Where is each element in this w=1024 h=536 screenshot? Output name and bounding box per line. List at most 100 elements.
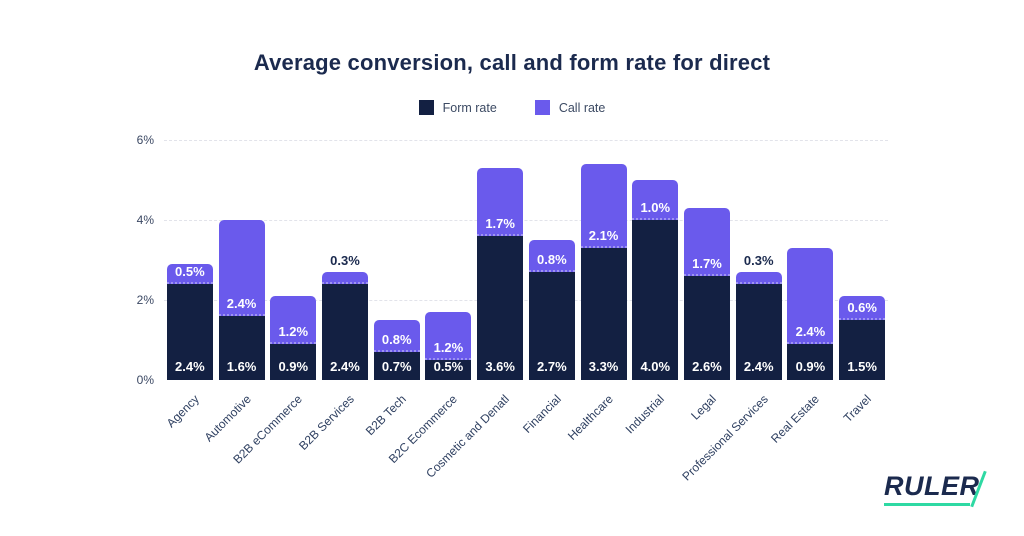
legend-label: Call rate [558,100,606,115]
form-rate-value-label: 2.7% [537,359,567,374]
bar-group-financial: 0.8% 2.7% [528,240,575,380]
call-rate-value-label: 0.3% [743,253,774,268]
form-rate-segment [787,344,834,380]
call-rate-segment [425,312,472,360]
form-rate-value-label: 1.5% [847,359,877,374]
gridline [164,300,888,301]
call-rate-value-label: 1.7% [485,216,515,231]
gridline [164,140,888,141]
form-rate-segment [684,276,730,380]
form-rate-segment [373,352,420,380]
form-rate-value-label: 0.9% [278,359,309,374]
form-rate-value-label: 4.0% [640,359,671,374]
bar-group-b2b-tech: 0.8% 0.7% [373,320,420,380]
call-rate-value-label: 1.2% [433,340,464,355]
form-rate-segment [425,360,472,380]
call-rate-segment [735,272,782,284]
call-rate-value-label: 0.8% [381,332,412,347]
bar-group-automotive: 2.4% 1.6% [218,220,265,380]
ruler-logo-underline [884,503,970,506]
call-rate-segment [166,264,213,284]
x-axis-category-label: Professional Services [679,392,771,484]
form-rate-segment [632,220,679,380]
legend: Form rate Call rate [0,100,1024,115]
call-rate-segment [839,296,886,320]
y-axis-tick-label: 4% [136,213,154,227]
gridline [164,220,888,221]
legend-item-form-rate: Form rate [418,100,497,115]
form-rate-segment [218,316,265,380]
form-rate-segment [528,272,575,380]
call-rate-swatch [534,100,550,115]
form-rate-value-label: 1.6% [226,359,257,374]
x-axis-category-label: Travel [840,392,875,426]
form-rate-value-label: 3.6% [485,359,515,374]
call-rate-value-label: 0.3% [330,253,360,268]
form-rate-segment [477,236,524,380]
x-axis-category-label: B2B Tech [362,392,409,439]
legend-label: Form rate [442,100,497,115]
form-rate-segment [166,284,213,380]
form-rate-value-label: 2.4% [175,359,205,374]
form-rate-segment [839,320,886,380]
bar-group-agency: 0.5% 2.4% [166,264,213,380]
call-rate-value-label: 0.8% [537,252,567,267]
bar-group-industrial: 1.0% 4.0% [632,180,679,380]
bar-group-b2b-ecommerce: 1.2% 0.9% [270,296,317,380]
y-axis-tick-label: 2% [136,293,154,307]
call-rate-value-label: 1.0% [640,200,671,215]
form-rate-value-label: 3.3% [588,359,619,374]
call-rate-value-label: 2.4% [795,324,826,339]
call-rate-value-label: 2.4% [226,296,257,311]
form-rate-segment [270,344,317,380]
call-rate-segment [528,240,575,272]
bar-group-legal: 1.7% 2.6% [684,208,730,380]
call-rate-value-label: 0.5% [175,264,205,279]
ruler-logo-text: RULER [884,471,980,501]
form-rate-value-label: 0.7% [381,359,412,374]
x-axis-category-label: Legal [688,392,719,423]
form-rate-segment [322,284,368,380]
call-rate-segment [632,180,679,220]
form-rate-value-label: 2.4% [330,359,360,374]
y-axis-tick-label: 6% [136,133,154,147]
form-rate-value-label: 2.6% [692,359,722,374]
bar-group-real-estate: 2.4% 0.9% [787,248,834,380]
call-rate-value-label: 1.7% [692,256,722,271]
x-axis-category-label: Real Estate [768,392,823,446]
ruler-logo: RULER [884,470,987,508]
form-rate-swatch [418,100,434,115]
call-rate-value-label: 1.2% [278,324,309,339]
plot-area: 0% 2% 4% 6% 0.5% 2.4% Agency 2.4% 1.6% Automotive… [137,133,888,483]
x-axis-category-label: Agency [163,392,202,431]
call-rate-segment [580,164,627,248]
form-rate-segment [580,248,627,380]
call-rate-segment [322,272,368,284]
call-rate-value-label: 0.6% [847,300,877,315]
call-rate-segment [477,168,524,236]
legend-item-call-rate: Call rate [534,100,606,115]
call-rate-segment [787,248,834,344]
bar-group-professional-services: 0.3% 2.4% [735,253,782,380]
form-rate-value-label: 0.5% [433,359,464,374]
x-axis-category-label: Healthcare [564,392,616,443]
call-rate-value-label: 2.1% [588,228,619,243]
chart-title: Average conversion, call and form rate f… [253,50,771,75]
bar-group-cosmetic-and-denatl: 1.7% 3.6% [477,168,524,380]
form-rate-value-label: 0.9% [795,359,826,374]
x-axis-category-label: Financial [519,392,564,436]
bar-group-b2c-ecommerce: 1.2% 0.5% [425,312,472,380]
bar-group-b2b-services: 0.3% 2.4% [322,253,368,380]
y-axis-tick-label: 0% [136,373,154,387]
call-rate-segment [218,220,265,316]
x-axis-category-label: Industrial [622,392,668,437]
form-rate-value-label: 2.4% [743,359,774,374]
form-rate-segment [735,284,782,380]
call-rate-segment [373,320,420,352]
call-rate-segment [684,208,730,276]
call-rate-segment [270,296,317,344]
x-axis-category-label: Automotive [201,392,254,445]
x-axis-category-label: B2B Services [296,392,357,453]
bar-group-healthcare: 2.1% 3.3% [580,164,627,380]
